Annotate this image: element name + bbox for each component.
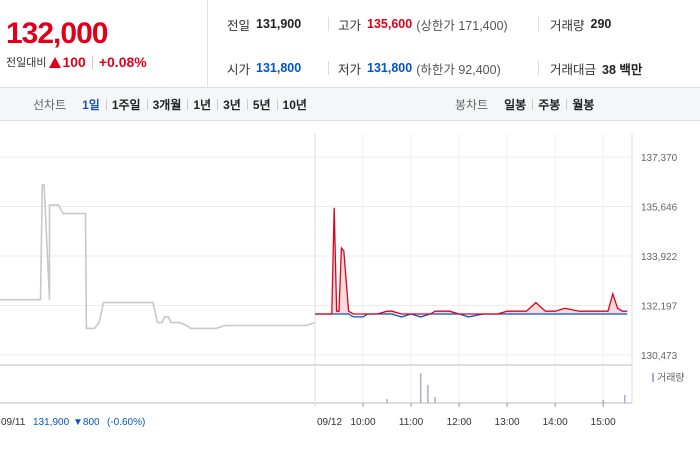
chart-period-tabs: 선차트 1일 1주일 3개월 1년 3년 5년 10년 봉차트 일봉 주봉 월봉 xyxy=(0,88,700,121)
divider xyxy=(328,61,329,75)
today-series xyxy=(315,207,628,318)
y-tick-label: 132,197 xyxy=(641,302,678,313)
prev-close-label: 전일 xyxy=(227,18,251,33)
x-tick-label: 10:00 xyxy=(351,417,376,428)
prev-change-percent: (-0.60%) xyxy=(107,417,145,428)
low-label: 저가 xyxy=(338,62,362,77)
volume-bar xyxy=(427,385,429,403)
y-tick-label: 130,473 xyxy=(641,351,678,362)
tab-daily-candle[interactable]: 일봉 xyxy=(504,98,527,112)
prev-date: 09/11 xyxy=(1,417,26,428)
prev-day-line xyxy=(0,184,316,330)
up-area xyxy=(315,207,628,315)
lower-limit: (하한가 92,400) xyxy=(416,62,501,77)
trade-value-stat: 거래대금 38 백만 xyxy=(550,58,642,78)
trade-value-label: 거래대금 xyxy=(550,62,597,77)
low-value: 131,800 xyxy=(367,61,413,75)
volume-series: 거래량 xyxy=(386,372,685,403)
candle-chart-tabs: 봉차트 일봉 주봉 월봉 xyxy=(455,88,600,121)
x-axis-ticks: 10:00 11:00 12:00 13:00 14:00 15:00 xyxy=(351,403,616,428)
candle-chart-label: 봉차트 xyxy=(455,98,489,112)
prev-change: ▼800 xyxy=(73,417,100,428)
trade-value: 38 백만 xyxy=(602,62,643,77)
tab-1w[interactable]: 1주일 xyxy=(105,96,147,113)
volume-bar xyxy=(434,397,436,403)
divider xyxy=(538,17,539,31)
x-tick-label: 12:00 xyxy=(447,417,472,428)
tab-10y[interactable]: 10년 xyxy=(276,96,313,113)
volume-bar xyxy=(386,399,388,403)
prev-day-series xyxy=(0,184,316,330)
chart-footer: 09/11 131,900 ▼800 (-0.60%) 09/12 xyxy=(1,417,342,428)
open-label: 시가 xyxy=(227,62,251,77)
volume-legend-swatch xyxy=(652,373,654,382)
volume-bar xyxy=(602,400,604,403)
y-axis-ticks: 137,370 135,646 133,922 132,197 130,473 xyxy=(641,153,678,362)
today-up-line xyxy=(315,207,628,315)
high-stat: 고가 135,600 (상한가 171,400) xyxy=(338,14,508,34)
chart-canvas: 거래량 137,370135,646133,922132,197130,473 … xyxy=(0,133,685,428)
change-amount: 100 xyxy=(62,54,86,70)
chart-grid xyxy=(0,133,633,407)
tab-1d[interactable]: 1일 xyxy=(82,98,100,112)
prev-close: 131,900 xyxy=(33,417,70,428)
line-chart-label: 선차트 xyxy=(33,98,67,112)
current-price-box: 132,000 전일대비 100 +0.08% xyxy=(0,0,208,88)
tab-weekly-candle[interactable]: 주봉 xyxy=(532,96,566,113)
volume-bar xyxy=(419,373,422,403)
divider xyxy=(538,61,539,75)
price-stats: 전일 131,900 고가 135,600 (상한가 171,400) 거래량 … xyxy=(208,0,700,88)
divider xyxy=(328,17,329,31)
volume-stat: 거래량 290 xyxy=(550,14,611,34)
open-stat: 시가 131,800 xyxy=(227,58,301,78)
x-tick-label: 15:00 xyxy=(591,417,616,428)
change-row: 전일대비 100 +0.08% xyxy=(6,54,147,70)
line-chart-tabs: 선차트 1일 1주일 3개월 1년 3년 5년 10년 xyxy=(33,88,313,121)
low-stat: 저가 131,800 (하한가 92,400) xyxy=(338,58,501,78)
today-date: 09/12 xyxy=(317,417,342,428)
high-value: 135,600 xyxy=(367,17,413,31)
tab-3y[interactable]: 3년 xyxy=(217,96,247,113)
tab-5y[interactable]: 5년 xyxy=(246,96,277,113)
price-summary: 132,000 전일대비 100 +0.08% 전일 131,900 고가 13… xyxy=(0,0,700,88)
volume-value: 290 xyxy=(590,17,612,31)
change-percent: +0.08% xyxy=(98,54,147,70)
tab-3m[interactable]: 3개월 xyxy=(146,96,188,113)
up-arrow-icon xyxy=(49,56,62,68)
change-label: 전일대비 xyxy=(6,57,47,69)
tab-monthly-candle[interactable]: 월봉 xyxy=(566,96,600,113)
x-tick-label: 14:00 xyxy=(543,417,568,428)
prev-close-value: 131,900 xyxy=(256,17,302,31)
upper-limit: (상한가 171,400) xyxy=(416,18,508,33)
x-tick-label: 11:00 xyxy=(399,417,424,428)
high-label: 고가 xyxy=(338,18,362,33)
prev-close-stat: 전일 131,900 xyxy=(227,14,301,34)
y-tick-label: 133,922 xyxy=(641,252,678,263)
current-price: 132,000 xyxy=(6,17,108,50)
y-tick-label: 137,370 xyxy=(641,153,678,164)
x-tick-label: 13:00 xyxy=(495,417,520,428)
volume-legend-label: 거래량 xyxy=(657,372,685,384)
tab-1y[interactable]: 1년 xyxy=(187,96,217,113)
volume-label: 거래량 xyxy=(550,18,585,33)
intraday-price-chart: 거래량 137,370 135,646 133,922 132,197 130,473 … xyxy=(0,121,700,450)
divider xyxy=(91,55,93,69)
open-value: 131,800 xyxy=(256,61,302,75)
y-tick-label: 135,646 xyxy=(641,202,678,213)
volume-bar xyxy=(624,395,626,403)
